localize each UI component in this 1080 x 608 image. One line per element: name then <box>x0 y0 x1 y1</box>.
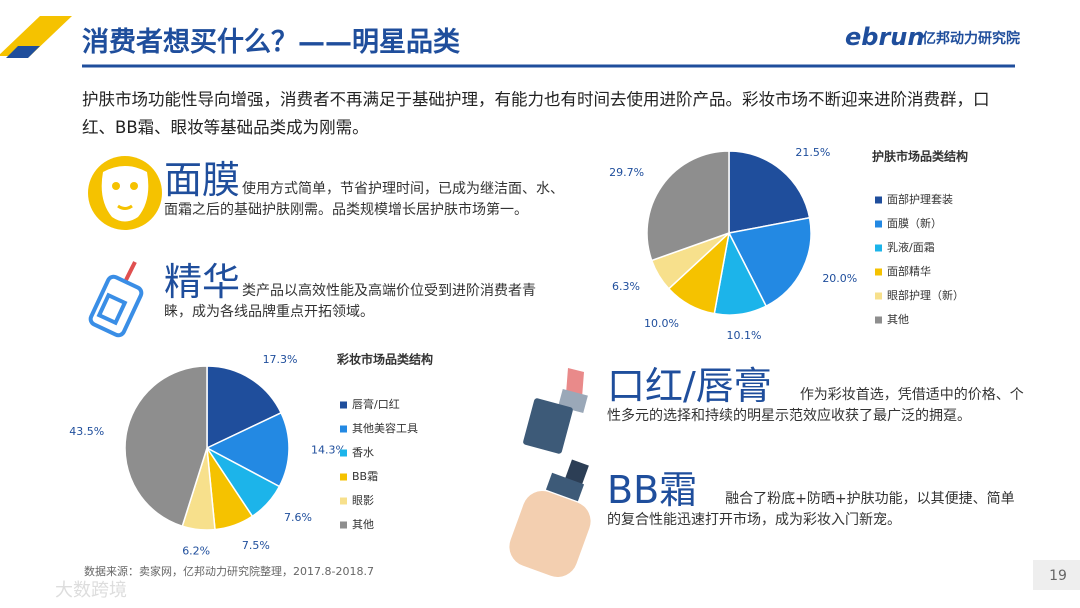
value-label: 6.2% <box>182 544 210 557</box>
highlight-name: 口红/唇膏 <box>607 364 772 408</box>
highlight-name: 面膜 <box>164 158 241 202</box>
legend-swatch <box>340 449 347 457</box>
legend-swatch <box>875 244 882 252</box>
legend-swatch <box>340 497 347 505</box>
pie-slice <box>646 150 730 262</box>
value-label: 29.7% <box>609 166 644 179</box>
value-label: 14.3% <box>311 443 346 456</box>
highlight: BB霜 融合了粉底+防晒+护肤功能，以其便捷、简单的复合性能迅速打开市场，成为彩妆… <box>607 470 1027 531</box>
highlight: 口红/唇膏 作为彩妆首选，凭借适中的价格、个性多元的选择和持续的明星示范效应收获了… <box>607 366 1027 427</box>
value-label: 43.5% <box>69 425 104 438</box>
legend-label: 其他 <box>887 313 909 326</box>
value-label: 7.6% <box>284 511 312 524</box>
slide-title: 消费者想买什么？——明星品类 <box>82 27 460 58</box>
pie-slice <box>727 216 812 308</box>
legend-label: BB霜 <box>352 470 378 483</box>
value-label: 10.0% <box>644 317 679 330</box>
legend-swatch <box>875 196 882 204</box>
highlight-text: 作为彩妆首选，凭借适中的价格、个性多元的选择和持续的明星示范效应收获了最广泛的拥… <box>607 387 1024 424</box>
legend-label: 乳液/面霜 <box>887 240 935 254</box>
page-number-box <box>1033 560 1080 590</box>
legend-label: 眼影 <box>352 494 374 507</box>
legend-label: 唇膏/口红 <box>352 397 400 411</box>
pie-slice <box>205 411 290 488</box>
legend-swatch <box>875 316 882 324</box>
title-decoration <box>6 46 40 58</box>
highlight-text: 使用方式简单，节省护理时间，已成为继洁面、水、面霜之后的基础护肤刚需。品类规模增… <box>164 181 565 218</box>
lipstick-icon <box>523 368 588 454</box>
legend-label: 面部精华 <box>887 264 931 278</box>
legend-label: 其他美容工具 <box>352 421 418 435</box>
highlight-text: 融合了粉底+防晒+护肤功能，以其便捷、简单的复合性能迅速打开市场，成为彩妆入门新… <box>607 491 1015 528</box>
intro-text: 护肤市场功能性导向增强，消费者不再满足于基础护理，有能力也有时间去使用进阶产品。… <box>82 90 990 137</box>
highlight: 精华 类产品以高效性能及高端价位受到进阶消费者青睐，成为各线品牌重点开拓领域。 <box>164 262 549 323</box>
logo: ebrun <box>845 23 924 51</box>
foundation-icon <box>509 459 591 577</box>
legend-swatch <box>875 220 882 228</box>
value-label: 20.0% <box>822 272 857 285</box>
highlight-text: 类产品以高效性能及高端价位受到进阶消费者青睐，成为各线品牌重点开拓领域。 <box>164 283 537 320</box>
value-label: 21.5% <box>795 146 830 159</box>
source-note: 数据来源：卖家网，亿邦动力研究院整理，2017.8-2018.7 <box>84 564 374 578</box>
pie-slice <box>728 150 811 234</box>
legend-swatch <box>340 425 347 433</box>
essence-icon <box>88 261 144 338</box>
value-label: 6.3% <box>612 280 640 293</box>
watermark: 大数跨境 <box>55 580 127 601</box>
value-label: 7.5% <box>242 539 270 552</box>
legend-label: 面膜（新） <box>887 216 942 230</box>
legend-swatch <box>340 401 347 409</box>
legend-swatch <box>340 521 347 529</box>
page-number: 19 <box>1049 568 1067 584</box>
legend-label: 面部护理套装 <box>887 192 953 206</box>
legend-label: 香水 <box>352 446 374 459</box>
legend-swatch <box>340 473 347 481</box>
value-label: 17.3% <box>263 353 298 366</box>
legend-swatch <box>875 292 882 300</box>
highlight-name: 精华 <box>164 260 241 304</box>
chart-title: 彩妆市场品类结构 <box>336 352 433 367</box>
pie-slice <box>124 365 208 528</box>
highlight-name: BB霜 <box>607 468 698 512</box>
legend-label: 其他 <box>352 518 374 531</box>
chart-title: 护肤市场品类结构 <box>872 149 968 164</box>
highlight: 面膜 使用方式简单，节省护理时间，已成为继洁面、水、面霜之后的基础护肤刚需。品类规… <box>164 160 564 221</box>
mask-icon <box>88 156 162 230</box>
legend-label: 眼部护理（新） <box>887 288 964 302</box>
legend-swatch <box>875 268 882 276</box>
logo-text: 亿邦动力研究院 <box>922 30 1020 47</box>
pie-slice <box>206 365 283 450</box>
value-label: 10.1% <box>727 329 762 342</box>
